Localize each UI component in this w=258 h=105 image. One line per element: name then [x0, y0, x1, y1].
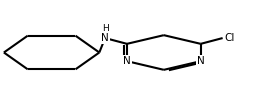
Text: N: N	[197, 56, 205, 66]
Text: N: N	[123, 56, 131, 66]
Text: H: H	[102, 24, 108, 33]
Text: N: N	[101, 33, 109, 43]
Text: Cl: Cl	[224, 33, 234, 43]
